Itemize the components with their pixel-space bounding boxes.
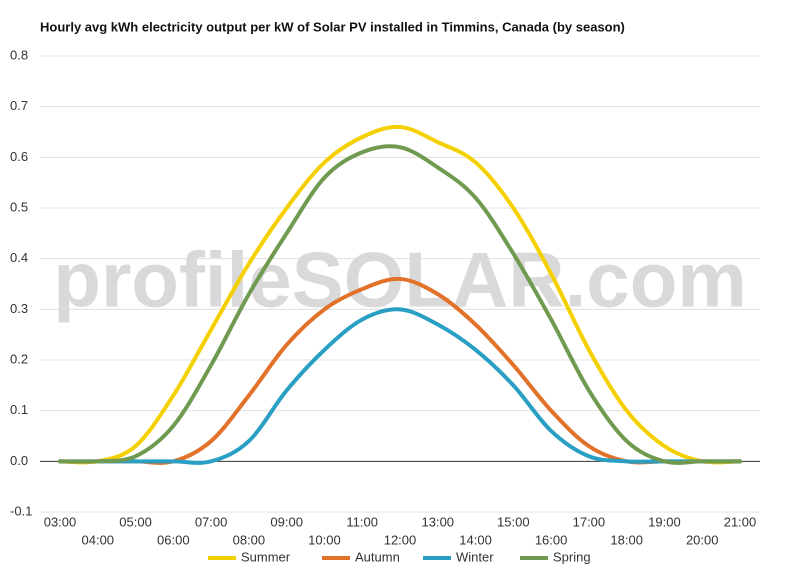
y-tick-label: 0.5 (10, 199, 28, 214)
series-line (58, 124, 742, 465)
x-tick-label: 06:00 (157, 532, 190, 547)
x-tick-label: 05:00 (119, 514, 152, 529)
legend-label: Autumn (355, 549, 400, 564)
x-tick-label: 19:00 (648, 514, 681, 529)
y-tick-label: 0.3 (10, 301, 28, 316)
x-tick-label: 20:00 (686, 532, 719, 547)
y-tick-label: 0.2 (10, 351, 28, 366)
x-tick-label: 21:00 (724, 514, 757, 529)
x-tick-label: 04:00 (82, 532, 115, 547)
y-tick-label: 0.4 (10, 250, 28, 265)
legend-label: Winter (456, 549, 494, 564)
series-line (58, 144, 742, 465)
y-tick-label: -0.1 (10, 503, 32, 518)
y-tick-label: 0.6 (10, 149, 28, 164)
legend-label: Summer (241, 549, 291, 564)
x-tick-label: 14:00 (459, 532, 492, 547)
x-tick-label: 11:00 (346, 514, 378, 529)
chart-title: Hourly avg kWh electricity output per kW… (40, 19, 625, 34)
series-line (58, 307, 742, 465)
x-tick-label: 07:00 (195, 514, 228, 529)
x-tick-label: 08:00 (233, 532, 266, 547)
y-tick-label: 0.7 (10, 98, 28, 113)
x-tick-label: 10:00 (308, 532, 341, 547)
x-tick-label: 09:00 (270, 514, 303, 529)
y-tick-label: 0.0 (10, 453, 28, 468)
y-tick-label: 0.1 (10, 402, 28, 417)
x-tick-label: 15:00 (497, 514, 530, 529)
x-tick-label: 17:00 (573, 514, 606, 529)
x-tick-label: 16:00 (535, 532, 568, 547)
x-tick-label: 13:00 (422, 514, 455, 529)
x-tick-label: 03:00 (44, 514, 77, 529)
x-tick-label: 12:00 (384, 532, 417, 547)
y-tick-label: 0.8 (10, 47, 28, 62)
legend-label: Spring (553, 549, 591, 564)
x-tick-label: 18:00 (610, 532, 643, 547)
